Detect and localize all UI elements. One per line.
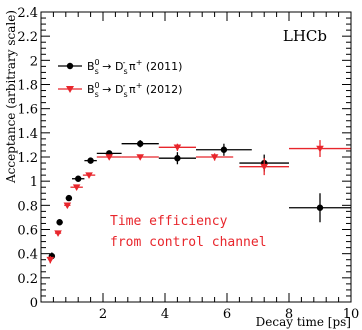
x-tick-label: 4 — [161, 307, 169, 322]
legend-2012-b-sup: 0 — [95, 81, 100, 90]
plot-frame — [40, 11, 352, 303]
legend-2012-b-sub: s — [95, 90, 99, 99]
data-point — [173, 144, 182, 152]
annotation-line-2: from control channel — [110, 235, 267, 250]
y-tick-label: 0.6 — [17, 224, 38, 239]
legend-label-2012: B0 s → Ds- π+ (2012) — [87, 81, 182, 99]
legend-2011-pi-sup: + — [136, 58, 143, 67]
y-tick-label: 2 — [30, 54, 38, 69]
data-point — [260, 163, 268, 171]
legend-label-2011: B0 s → Ds- π+ (2011) — [87, 58, 182, 76]
legend-2012-arrow: → D — [99, 83, 124, 96]
y-tick-label: 0.2 — [17, 272, 38, 287]
y-tick-label: 0.4 — [17, 248, 38, 263]
data-point — [87, 157, 94, 164]
y-tick-label: 1.8 — [17, 79, 38, 94]
x-axis-title: Decay time [ps] — [256, 315, 351, 329]
legend-2011-b-sup: 0 — [95, 58, 100, 67]
series-1 — [46, 140, 351, 264]
data-point — [56, 219, 63, 226]
x-tick-label: 6 — [223, 307, 231, 322]
legend-2011-d-sup: - — [123, 58, 126, 67]
data-point — [316, 145, 324, 153]
data-point — [174, 155, 181, 162]
legend-2012-pi: π — [126, 83, 136, 96]
y-tick-label: 0 — [30, 296, 38, 311]
legend-2012-b: B — [87, 83, 95, 96]
legend-entry-2011: B0 s → Ds- π+ (2011) — [58, 58, 182, 76]
legend-2012-d-sub: s — [124, 90, 128, 99]
data-point — [136, 154, 144, 161]
legend-2011-year: (2011) — [142, 60, 182, 73]
data-point — [210, 154, 219, 161]
data-point — [46, 256, 55, 264]
lhcb-label: LHCb — [283, 27, 327, 45]
data-point — [54, 230, 62, 237]
legend-2011-arrow: → D — [99, 60, 124, 73]
y-tick-label: 1 — [30, 175, 38, 190]
legend-marker-2011 — [66, 62, 74, 70]
y-axis-title: Acceptance (arbitrary scale) — [4, 10, 18, 184]
legend-marker-2012 — [66, 86, 74, 93]
y-tick-label: 1.2 — [17, 151, 38, 166]
y-tick-label: 2.2 — [17, 30, 38, 45]
y-tick-label: 1.4 — [17, 127, 38, 142]
data-point — [220, 146, 228, 153]
axis-labels: 0 0.2 0.4 0.6 0.8 1 1.2 1.4 1.6 1.8 2 2.2 2.4 2 4 6 8 10 — [17, 6, 359, 322]
data-point — [63, 202, 72, 210]
series-layer — [46, 140, 351, 264]
x-tick-label: 2 — [99, 307, 107, 322]
legend-2011-b-sub: s — [95, 67, 99, 76]
legend: B0 s → Ds- π+ (2011) B0 s → Ds- π+ (2012) — [58, 58, 182, 99]
data-point — [65, 194, 73, 202]
data-point — [316, 204, 324, 211]
y-tick-label: 1.6 — [17, 103, 38, 118]
data-point — [75, 175, 82, 182]
legend-2012-d-sup: - — [123, 81, 126, 90]
legend-2011-d-sub: s — [124, 67, 128, 76]
data-point — [72, 184, 81, 192]
annotation-line-1: Time efficiency — [110, 214, 228, 229]
legend-entry-2012: B0 s → Ds- π+ (2012) — [58, 81, 182, 99]
legend-2012-pi-sup: + — [136, 81, 143, 90]
data-point — [85, 172, 93, 179]
x-tick-label: 10 — [343, 307, 360, 322]
y-tick-label: 2.4 — [17, 6, 38, 21]
legend-2011-b: B — [87, 60, 95, 73]
data-point — [105, 154, 113, 161]
legend-2012-year: (2012) — [142, 83, 182, 96]
data-point — [137, 140, 144, 147]
x-tick-label: 8 — [285, 307, 293, 322]
legend-2011-pi: π — [126, 60, 136, 73]
y-tick-label: 0.8 — [17, 199, 38, 214]
